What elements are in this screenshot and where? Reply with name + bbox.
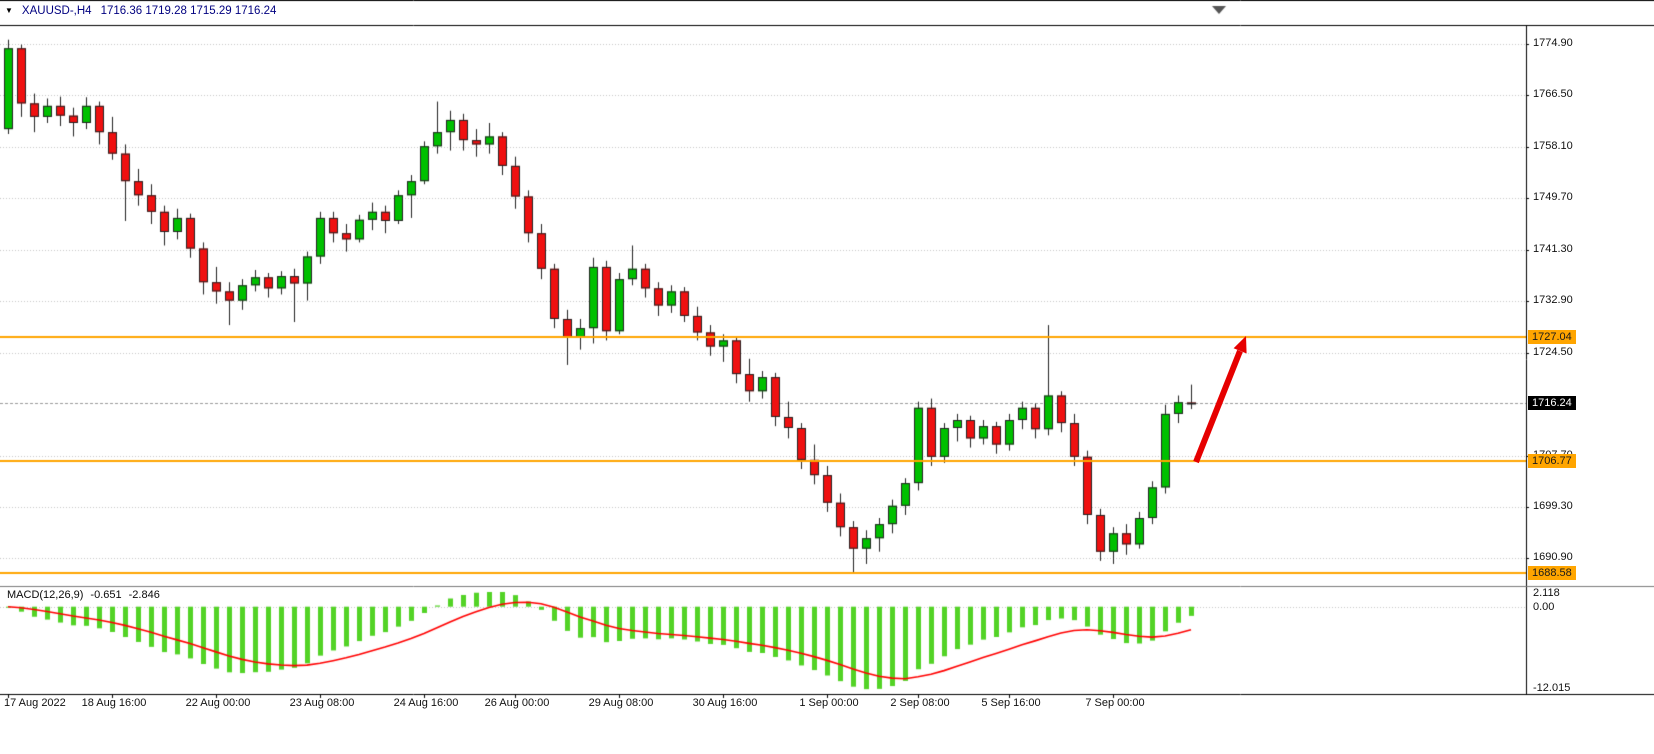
price-axis[interactable]: 1774.90 1766.50 1758.10 1749.70 1741.30 1732.… xyxy=(1527,0,1654,754)
hline-price-badge: 1688.58 xyxy=(1528,566,1576,580)
time-axis[interactable]: 17 Aug 2022 18 Aug 16:00 22 Aug 00:00 23 Au… xyxy=(0,694,1654,754)
time-tick-label: 2 Sep 08:00 xyxy=(890,697,950,709)
macd-name-label: MACD(12,26,9) xyxy=(7,589,84,601)
macd-indicator-label: MACD(12,26,9) -0.651 -2.846 xyxy=(7,589,160,601)
current-price-badge: 1716.24 xyxy=(1528,396,1576,410)
price-tick-label: 1741.30 xyxy=(1533,243,1573,255)
time-tick-label: 30 Aug 16:00 xyxy=(692,697,758,709)
time-tick-label: 26 Aug 00:00 xyxy=(484,697,550,709)
time-tick-label: 17 Aug 2022 xyxy=(4,697,66,709)
macd-axis-min-label: -12.015 xyxy=(1533,682,1571,694)
price-tick-label: 1732.90 xyxy=(1533,294,1573,306)
symbol-info-bar: ▼ XAUUSD-,H4 1716.36 1719.28 1715.29 171… xyxy=(5,5,276,17)
price-tick-label: 1774.90 xyxy=(1533,37,1573,49)
arrow-shaft xyxy=(1193,349,1243,464)
time-tick-label: 29 Aug 08:00 xyxy=(588,697,654,709)
time-tick-label: 18 Aug 16:00 xyxy=(81,697,147,709)
macd-signal-value: -2.846 xyxy=(128,589,160,601)
symbol-period-label: XAUUSD-,H4 xyxy=(21,5,92,17)
time-tick-label: 22 Aug 00:00 xyxy=(185,697,251,709)
macd-axis-zero-label: 0.00 xyxy=(1533,601,1555,613)
hline-price-badge: 1706.77 xyxy=(1528,454,1576,468)
hline-price-badge: 1727.04 xyxy=(1528,330,1576,344)
chart-collapse-triangle-icon[interactable]: ▼ xyxy=(5,6,13,15)
price-tick-label: 1724.50 xyxy=(1533,346,1573,358)
time-tick-label: 5 Sep 16:00 xyxy=(981,697,1041,709)
time-tick-label: 1 Sep 00:00 xyxy=(799,697,859,709)
arrow-head-icon xyxy=(1233,336,1247,354)
time-tick-label: 23 Aug 08:00 xyxy=(289,697,355,709)
price-tick-label: 1766.50 xyxy=(1533,88,1573,100)
macd-axis-max-label: 2.118 xyxy=(1533,587,1560,599)
price-tick-label: 1758.10 xyxy=(1533,140,1573,152)
time-tick-label: 7 Sep 00:00 xyxy=(1085,697,1145,709)
price-tick-label: 1749.70 xyxy=(1533,191,1573,203)
macd-main-value: -0.651 xyxy=(90,589,122,601)
price-tick-label: 1690.90 xyxy=(1533,551,1573,563)
price-tick-label: 1699.30 xyxy=(1533,500,1573,512)
ohlc-values-label: 1716.36 1719.28 1715.29 1716.24 xyxy=(100,5,277,17)
time-tick-label: 24 Aug 16:00 xyxy=(393,697,459,709)
